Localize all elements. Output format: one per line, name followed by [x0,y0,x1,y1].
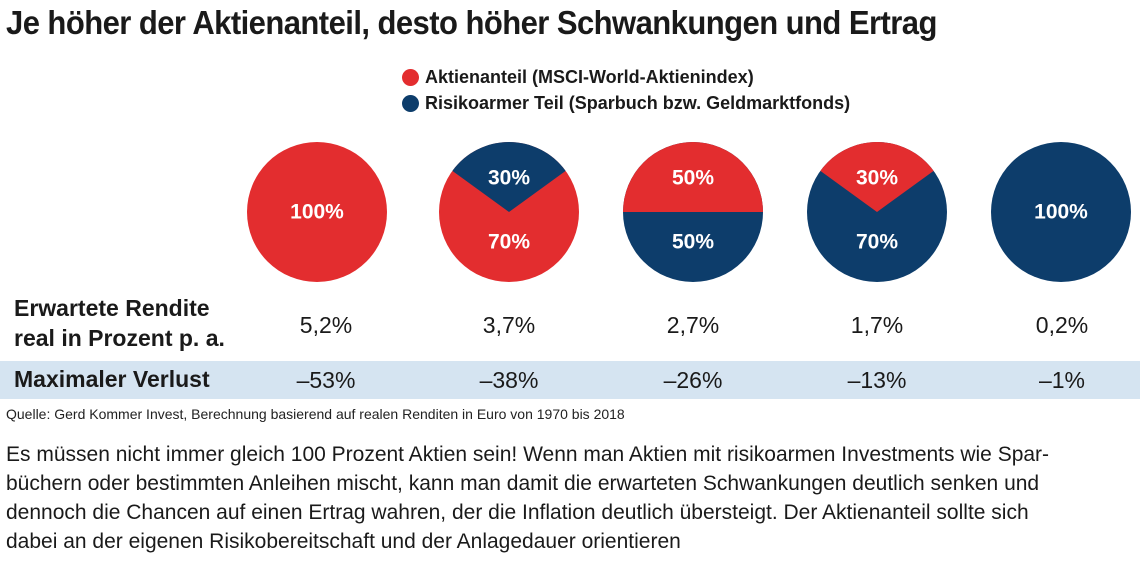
verlust-label: Maximaler Verlust [14,366,210,392]
rendite-value: 3,7% [482,312,536,338]
body-line: Es müssen nicht immer gleich 100 Prozent… [6,443,1050,466]
rendite-value: 2,7% [666,312,720,338]
pie-label-aktien: 30% [856,167,898,190]
legend-swatch-aktien [402,68,419,86]
rendite-label-line2: real in Prozent p. a. [14,325,225,351]
body-text: Es müssen nicht immer gleich 100 Prozent… [6,440,1134,556]
rendite-value: 1,7% [850,312,904,338]
pie-label-risikoarm: 70% [856,231,898,254]
pie-label-aktien: 50% [672,167,714,190]
rendite-label-line1: Erwartete Rendite [14,295,210,321]
legend-item-aktien: Aktienanteil (MSCI-World-Aktienindex) [402,64,850,90]
pie-charts: 100% 30% 70% 50% 50% 30% 70% 100% [247,142,1131,282]
legend-label-aktien: Aktienanteil (MSCI-World-Aktienindex) [425,66,754,87]
legend-item-risikoarm: Risikoarmer Teil (Sparbuch bzw. Geldmark… [402,90,850,116]
source-note: Quelle: Gerd Kommer Invest, Berechnung b… [6,406,625,422]
pie-slice-risikoarm [991,142,1131,282]
rendite-value: 0,2% [1035,312,1089,338]
pie-slice-aktien [623,142,763,212]
body-line: dennoch die Chancen auf einen Ertrag wah… [6,501,1029,524]
pie-label-aktien: 70% [488,231,530,254]
pie-label-aktien: 100% [290,201,344,224]
pie-slice-risikoarm [452,142,566,212]
pie-label-risikoarm: 50% [672,231,714,254]
pie-slice-aktien [247,142,387,282]
legend-label-risikoarm: Risikoarmer Teil (Sparbuch bzw. Geldmark… [425,92,851,113]
pie-slice-aktien [820,142,934,212]
body-line: dabei an der eigenen Risikobereitschaft … [6,530,681,553]
verlust-value: –38% [479,367,539,393]
legend-swatch-risikoarm [402,94,419,112]
pie-label-risikoarm: 30% [488,167,530,190]
body-line: büchern oder bestimmten Anleihen mischt,… [6,472,1040,495]
verlust-value: –13% [847,367,907,393]
legend: Aktienanteil (MSCI-World-Aktienindex) Ri… [402,64,850,116]
verlust-row [0,361,1140,399]
chart-title: Je höher der Aktienanteil, desto höher S… [6,4,937,41]
pie-label-risikoarm: 100% [1034,201,1088,224]
verlust-value: –1% [1038,367,1086,393]
verlust-value: –53% [296,367,356,393]
rendite-value: 5,2% [299,312,353,338]
verlust-value: –26% [663,367,723,393]
